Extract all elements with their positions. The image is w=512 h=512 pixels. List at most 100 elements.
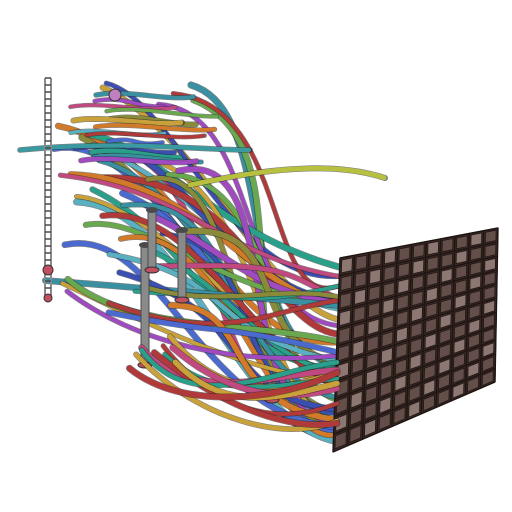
panel-cell — [408, 400, 421, 418]
panel-cell — [381, 330, 394, 348]
panel-cell — [334, 430, 347, 450]
panel-cell — [352, 339, 365, 357]
bead-chain — [187, 165, 388, 188]
bead-chain — [71, 116, 185, 126]
panel-cell — [380, 347, 393, 365]
bead-chain — [106, 309, 344, 356]
panel-cell — [393, 390, 407, 408]
panel-grid-line — [435, 238, 442, 408]
panel-cell — [395, 342, 408, 360]
bead-chain — [151, 349, 340, 428]
panel-cell — [425, 317, 437, 334]
bead-chain — [93, 123, 217, 132]
panel-grid-line — [391, 247, 399, 427]
panel-cell — [367, 318, 380, 336]
panel-grid-line — [405, 244, 413, 421]
panel-cell — [409, 353, 422, 370]
panel-cell — [439, 328, 452, 345]
panel-cell — [398, 246, 411, 262]
panel-cell — [364, 418, 377, 437]
panel-cell — [410, 337, 423, 355]
panel-grid-line — [339, 227, 499, 259]
panel-cell — [396, 294, 409, 311]
front-bead-chain-strands — [126, 333, 341, 433]
panel-cell — [426, 256, 439, 271]
bead-chain — [89, 148, 183, 160]
panel-grid-line — [334, 339, 497, 400]
panel-cell — [382, 298, 395, 315]
bead-chain — [58, 173, 346, 280]
panel-grid-line — [420, 241, 427, 414]
pillar-cap — [146, 207, 158, 213]
panel-cell — [468, 318, 481, 335]
panel-cell — [440, 283, 453, 299]
panel-grid-line — [335, 311, 497, 365]
panel-cell — [469, 275, 482, 291]
panel-cell — [468, 304, 481, 320]
panel-cell — [467, 361, 480, 378]
panel-grid-line — [337, 269, 498, 312]
panel-cell — [381, 314, 394, 331]
panel-grid-line — [479, 230, 485, 389]
panel-cell — [481, 370, 494, 387]
bead-chain — [78, 156, 199, 165]
panel-cell — [410, 306, 423, 323]
panel-cell — [411, 274, 424, 291]
panel-cell — [355, 254, 368, 271]
panel-cell — [440, 298, 452, 314]
panel-cell — [379, 396, 392, 414]
bead-chain — [126, 365, 340, 400]
panel-cell — [349, 424, 362, 444]
panel-cell — [453, 323, 466, 340]
panel-cell — [335, 396, 348, 415]
panel-cell — [426, 271, 439, 287]
panel-cell — [439, 313, 452, 329]
bead-chain — [106, 297, 345, 326]
panel-cell — [409, 369, 422, 386]
wire-grid-panel — [332, 227, 499, 453]
panel-grid-line — [333, 367, 496, 436]
panel-cell — [483, 299, 496, 315]
panel-cell — [395, 326, 408, 343]
panel-cell — [470, 232, 483, 247]
panel-cell — [412, 243, 425, 259]
panel-grid-line — [339, 241, 498, 277]
panel-grid-line — [334, 353, 496, 418]
panel-cell — [425, 286, 438, 303]
panel-cell — [424, 332, 437, 350]
panel-grid-line — [361, 252, 370, 440]
panel-grid-line — [332, 381, 496, 453]
bead-chain — [104, 107, 219, 119]
panel-cell — [423, 363, 436, 381]
panel-cell — [483, 271, 496, 287]
panel-cell — [393, 406, 406, 425]
panel-cell — [394, 374, 407, 392]
panel-grid-line — [336, 297, 497, 347]
panel-cell — [339, 292, 352, 309]
bead-chain — [107, 251, 343, 364]
pillar-bolt — [42, 264, 54, 276]
panel-cell — [482, 342, 495, 358]
panel-cell — [411, 290, 424, 307]
panel-cell — [365, 385, 378, 403]
panel-cell — [350, 390, 363, 409]
panel-cell — [483, 285, 496, 301]
panel-cell — [366, 351, 379, 370]
top-node — [108, 88, 122, 102]
panel-cell — [351, 373, 364, 392]
panel-cell — [484, 229, 497, 244]
panel-cell — [482, 327, 495, 344]
panel-cell — [467, 347, 480, 364]
panel-cell — [453, 338, 466, 354]
panel-cell — [438, 358, 451, 375]
bead-chain — [133, 352, 340, 432]
panel-cell — [353, 305, 366, 323]
panel-cell — [379, 379, 392, 398]
panel-cell — [484, 257, 496, 272]
panel-grid-line — [464, 233, 470, 395]
panel-cell — [367, 301, 380, 319]
panel-cell — [380, 363, 393, 381]
panel-cell — [351, 356, 364, 375]
panel-cell — [441, 238, 454, 253]
panel-cell — [438, 373, 451, 390]
